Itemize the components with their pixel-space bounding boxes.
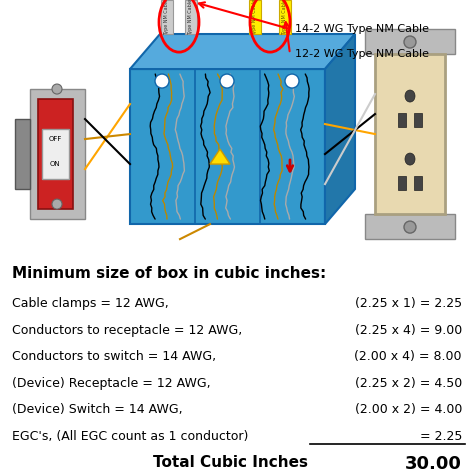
Bar (38, 99, 73, 209)
Text: (2.00 x 2) = 4.00: (2.00 x 2) = 4.00 (355, 403, 462, 416)
Ellipse shape (405, 153, 415, 165)
Circle shape (52, 84, 62, 94)
Bar (30, 89, 85, 219)
Text: Conductors to switch = 14 AWG,: Conductors to switch = 14 AWG, (12, 350, 216, 364)
Polygon shape (210, 149, 230, 164)
Bar (130, 69, 325, 224)
Text: Minimum size of box in cubic inches:: Minimum size of box in cubic inches: (12, 266, 326, 281)
Text: Type NM Cable: Type NM Cable (164, 0, 170, 35)
Circle shape (285, 74, 299, 88)
Text: EGC's, (All EGC count as 1 conductor): EGC's, (All EGC count as 1 conductor) (12, 430, 248, 443)
Text: = 2.25: = 2.25 (419, 430, 462, 443)
Ellipse shape (405, 90, 415, 102)
Bar (365, 214, 455, 239)
Text: Type NM Cable: Type NM Cable (253, 0, 257, 35)
Text: Type NM Cable: Type NM Cable (189, 0, 193, 35)
Bar (15, 119, 30, 189)
Text: ON: ON (50, 161, 60, 167)
Bar (398, 113, 406, 127)
Circle shape (404, 36, 416, 48)
Bar (42, 129, 69, 179)
Text: (Device) Switch = 14 AWG,: (Device) Switch = 14 AWG, (12, 403, 182, 416)
Text: Cable clamps = 12 AWG,: Cable clamps = 12 AWG, (12, 297, 169, 310)
Bar (279, 0, 291, 34)
Text: 30.00: 30.00 (405, 456, 462, 474)
Text: (2.25 x 2) = 4.50: (2.25 x 2) = 4.50 (355, 377, 462, 390)
Circle shape (220, 74, 234, 88)
Text: Total Cubic Inches: Total Cubic Inches (153, 456, 308, 470)
Circle shape (155, 74, 169, 88)
Circle shape (404, 221, 416, 233)
Text: 14-2 WG Type NM Cable: 14-2 WG Type NM Cable (295, 24, 429, 34)
Text: Type NM Cable: Type NM Cable (283, 0, 288, 35)
Bar (375, 54, 445, 214)
Bar (161, 0, 173, 34)
Text: (2.25 x 4) = 9.00: (2.25 x 4) = 9.00 (355, 324, 462, 337)
Bar (414, 113, 422, 127)
Bar (398, 176, 406, 190)
Bar (414, 176, 422, 190)
Text: 12-2 WG Type NM Cable: 12-2 WG Type NM Cable (295, 49, 429, 59)
Polygon shape (325, 34, 355, 224)
Bar (249, 0, 261, 34)
Text: (Device) Receptacle = 12 AWG,: (Device) Receptacle = 12 AWG, (12, 377, 210, 390)
Text: OFF: OFF (48, 136, 62, 142)
Bar (365, 29, 455, 54)
Bar (185, 0, 197, 34)
Text: Conductors to receptacle = 12 AWG,: Conductors to receptacle = 12 AWG, (12, 324, 242, 337)
Circle shape (52, 199, 62, 209)
Text: (2.25 x 1) = 2.25: (2.25 x 1) = 2.25 (355, 297, 462, 310)
Text: (2.00 x 4) = 8.00: (2.00 x 4) = 8.00 (355, 350, 462, 364)
Polygon shape (130, 34, 355, 69)
